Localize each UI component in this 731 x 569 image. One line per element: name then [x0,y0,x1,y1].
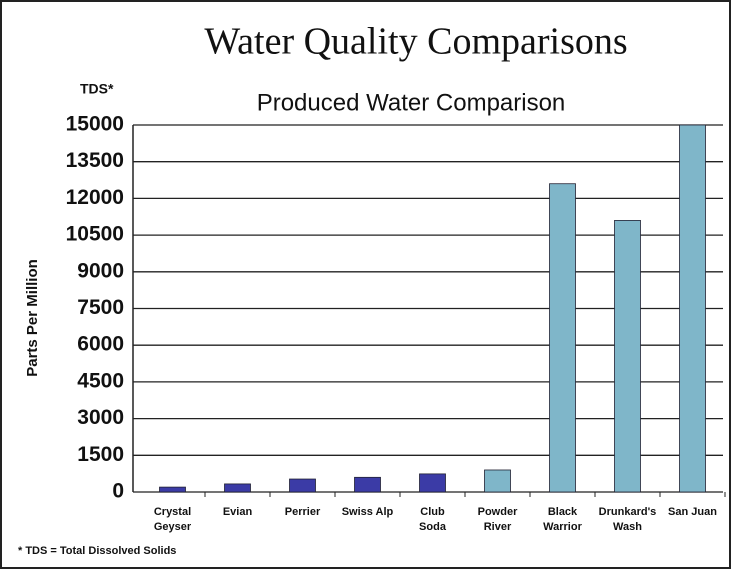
x-tick-label-line: Warrior [543,521,582,533]
x-tick-label: Drunkard's Wash [599,506,657,533]
x-tick-label-line: Powder [478,506,518,518]
x-tick-label: Club Soda [419,506,447,533]
bar [289,478,316,493]
x-tick-label: San Juan [668,506,717,518]
y-tick-label: 4500 [77,369,124,392]
bar [549,183,576,493]
x-tick-label-line: Geyser [154,521,192,533]
x-tick-label-line: Wash [613,521,642,533]
bar [484,469,511,493]
x-tick-label-line: Drunkard's [599,506,657,518]
x-tick-label-line: Soda [419,521,447,533]
x-tick-label-line: Swiss Alp [342,506,394,518]
y-tick-label: 12000 [66,186,124,209]
bar [614,220,641,493]
y-axis-label: Parts Per Million [24,259,41,377]
y-tick-label: 0 [112,480,124,503]
x-tick-label: Evian [223,506,253,518]
y-tick-label: 9000 [77,259,124,282]
x-tick-label-line: Black [548,506,578,518]
y-tick-label: 15000 [66,113,124,136]
x-tick-label-line: Perrier [285,506,321,518]
bar [419,473,446,493]
x-tick-label-line: Evian [223,506,253,518]
y-tick-label: 7500 [77,296,124,319]
footnote: * TDS = Total Dissolved Solids [18,545,176,557]
x-tick-label-line: Club [420,506,445,518]
x-tick-label: Crystal Geyser [154,506,192,533]
x-tick-label: Perrier [285,506,321,518]
y-tick-label: 6000 [77,333,124,356]
corner-label: TDS* [80,81,114,97]
bar [354,476,381,493]
bar [159,486,186,493]
x-tick-label: Swiss Alp [342,506,394,518]
y-tick-label: 10500 [66,223,124,246]
y-tick-label: 1500 [77,443,124,466]
x-tick-label-line: San Juan [668,506,717,518]
x-tick-label-line: Crystal [154,506,191,518]
chart-title: Water Quality Comparisons [204,21,627,63]
bar [224,483,251,493]
bar [679,124,706,493]
x-tick-label-line: River [484,521,512,533]
chart-subtitle: Produced Water Comparison [257,89,566,116]
x-tick-label: Powder River [478,506,518,533]
y-tick-label: 3000 [77,406,124,429]
y-tick-label: 13500 [66,149,124,172]
x-tick-label: Black Warrior [543,506,582,533]
